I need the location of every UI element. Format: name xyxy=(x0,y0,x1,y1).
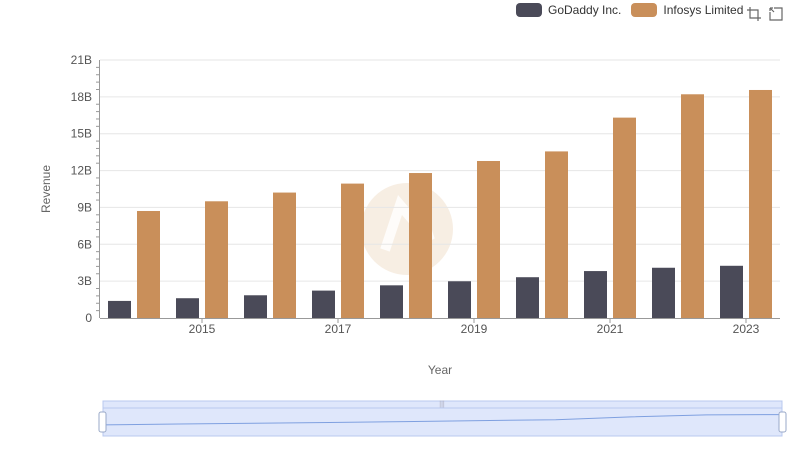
x-tick-label: 2015 xyxy=(189,322,216,336)
axes: 0 3B 6B 9B 12B 15B 18B 21B 2015 2017 2019 2021 2023 xyxy=(71,53,780,336)
slider-left-handle[interactable] xyxy=(98,411,107,433)
chart-toolbar xyxy=(746,6,784,22)
bar-godaddy[interactable] xyxy=(244,295,267,318)
legend: GoDaddy Inc. Infosys Limited xyxy=(516,3,743,17)
bar-godaddy[interactable] xyxy=(312,290,335,318)
bar-infosys[interactable] xyxy=(545,151,568,318)
bar-infosys[interactable] xyxy=(409,173,432,318)
legend-swatch-godaddy xyxy=(516,3,542,17)
bar-godaddy[interactable] xyxy=(652,267,675,318)
bar-godaddy[interactable] xyxy=(380,285,403,318)
bar-infosys[interactable] xyxy=(137,210,160,318)
bar-infosys[interactable] xyxy=(681,94,704,318)
slider-trend-line xyxy=(102,414,783,426)
x-tick-label: 2019 xyxy=(461,322,488,336)
y-tick-label: 12B xyxy=(71,164,92,178)
x-tick-label: 2023 xyxy=(733,322,760,336)
slider-grip-icon[interactable]: ||| xyxy=(439,401,445,408)
watermark-logo xyxy=(361,183,453,275)
bar-infosys[interactable] xyxy=(205,201,228,318)
bar-infosys[interactable] xyxy=(477,160,500,318)
crosshair-zoom-icon[interactable] xyxy=(746,6,762,22)
slider-right-handle[interactable] xyxy=(778,411,787,433)
y-tick-label: 18B xyxy=(71,90,92,104)
x-axis-title: Year xyxy=(428,363,452,377)
bar-infosys[interactable] xyxy=(341,183,364,318)
legend-label-godaddy: GoDaddy Inc. xyxy=(548,3,622,17)
bar-godaddy[interactable] xyxy=(720,265,743,318)
zoom-reset-icon[interactable] xyxy=(768,6,784,22)
y-tick-label: 3B xyxy=(77,274,92,288)
y-tick-label: 6B xyxy=(77,237,92,251)
legend-label-infosys: Infosys Limited xyxy=(663,3,744,17)
legend-item-infosys[interactable]: Infosys Limited xyxy=(631,3,743,17)
y-tick-label: 21B xyxy=(71,53,92,67)
bar-infosys[interactable] xyxy=(273,192,296,318)
bar-infosys[interactable] xyxy=(749,89,772,318)
y-tick-label: 15B xyxy=(71,127,92,141)
bar-godaddy[interactable] xyxy=(516,277,539,318)
y-tick-label: 0 xyxy=(85,311,92,325)
x-tick-label: 2021 xyxy=(597,322,624,336)
bar-godaddy[interactable] xyxy=(584,271,607,318)
x-tick-label: 2017 xyxy=(325,322,352,336)
bars xyxy=(108,89,772,319)
slider-window[interactable] xyxy=(102,407,783,437)
bar-infosys[interactable] xyxy=(613,117,636,319)
bar-godaddy[interactable] xyxy=(108,300,131,318)
y-tick-label: 9B xyxy=(77,200,92,214)
bar-godaddy[interactable] xyxy=(448,281,471,318)
y-axis-title: Revenue xyxy=(39,165,53,213)
legend-item-godaddy[interactable]: GoDaddy Inc. xyxy=(516,3,621,17)
zoom-slider[interactable]: ||| xyxy=(98,400,787,437)
legend-swatch-infosys xyxy=(631,3,658,17)
bar-godaddy[interactable] xyxy=(176,298,199,318)
